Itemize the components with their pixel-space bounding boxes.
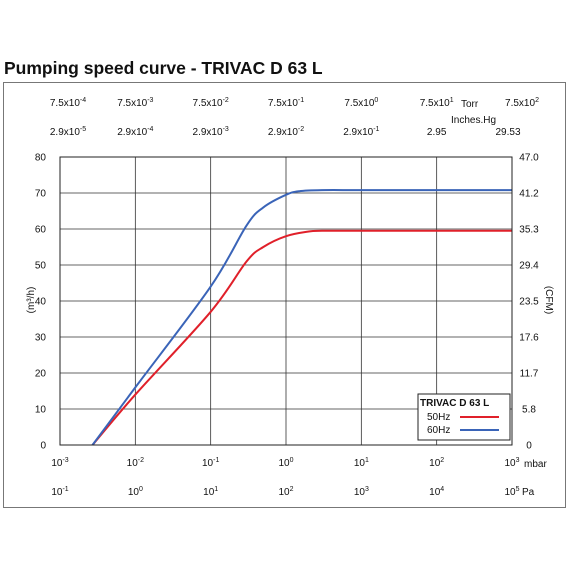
x-tick-torr: 7.5x100: [344, 97, 378, 109]
x-tick-inhg: 2.9x10-5: [50, 126, 86, 138]
x-tick-torr: 7.5x101: [420, 97, 454, 109]
x-tick-pa: 103: [354, 486, 369, 498]
x-tick-inhg: 2.9x10-1: [343, 126, 379, 138]
x-tick-inhg: 2.9x10-3: [193, 126, 229, 138]
y-tick-right: 5.8: [522, 405, 536, 416]
y-tick-right: 11.7: [520, 369, 539, 380]
plot-area: [59, 156, 513, 446]
page-title: Pumping speed curve - TRIVAC D 63 L: [4, 58, 323, 78]
chart-frame: [3, 82, 566, 508]
series-line-50hz: [91, 229, 512, 446]
y-tick-left: 50: [35, 261, 47, 272]
y-tick-left: 20: [35, 369, 47, 380]
legend: TRIVAC D 63 L 50Hz 60Hz: [417, 393, 511, 441]
y-tick-right: 35.3: [519, 225, 539, 236]
x-tick-pa: 100: [128, 486, 143, 498]
x-axis-unit-mbar: mbar: [524, 459, 547, 470]
y-tick-right: 47.0: [519, 153, 539, 164]
y-tick-left: 80: [35, 153, 47, 164]
y-tick-right: 17.6: [519, 333, 539, 344]
y-tick-left: 30: [35, 333, 47, 344]
x-tick-pa: 102: [278, 486, 293, 498]
x-tick-mbar: 10-3: [51, 457, 68, 469]
x-tick-torr: 7.5x10-2: [193, 97, 229, 109]
y-axis-label-left: (m³/h): [26, 287, 37, 314]
x-tick-pa: 104: [429, 486, 444, 498]
y-tick-right: 29.4: [519, 261, 539, 272]
x-tick-mbar: 10-1: [202, 457, 219, 469]
x-tick-pa: 101: [203, 486, 218, 498]
y-tick-left: 10: [35, 405, 47, 416]
y-tick-left: 0: [40, 441, 46, 452]
x-tick-inhg: 2.9x10-4: [117, 126, 153, 138]
x-tick-inhg: 29.53: [495, 127, 520, 138]
x-tick-torr: 7.5x102: [505, 97, 539, 109]
y-tick-right: 23.5: [519, 297, 539, 308]
y-tick-right: 0: [526, 441, 532, 452]
x-tick-mbar: 102: [429, 457, 444, 469]
y-tick-right: 41.2: [519, 189, 539, 200]
y-tick-left: 60: [35, 225, 47, 236]
legend-title: TRIVAC D 63 L: [420, 398, 489, 409]
grid-lines: [60, 157, 512, 445]
x-tick-mbar: 101: [354, 457, 369, 469]
x-tick-mbar: 10-2: [127, 457, 144, 469]
x-tick-torr: 7.5x10-3: [117, 97, 153, 109]
x-axis-unit-torr: Torr: [461, 99, 479, 110]
legend-label-60hz: 60Hz: [427, 425, 450, 436]
series-line-60hz: [91, 189, 512, 446]
x-axis-unit-inhg: Inches.Hg: [451, 115, 496, 126]
x-tick-inhg: 2.95: [427, 127, 447, 138]
x-tick-torr: 7.5x10-4: [50, 97, 86, 109]
x-axis-unit-pa: Pa: [522, 487, 535, 498]
x-tick-torr: 7.5x10-1: [268, 97, 304, 109]
y-tick-left: 40: [35, 297, 47, 308]
x-tick-mbar: 103: [504, 457, 519, 469]
y-axis-label-right: (CFM): [543, 286, 554, 314]
y-tick-left: 70: [35, 189, 47, 200]
legend-label-50hz: 50Hz: [427, 412, 450, 423]
x-tick-pa: 10-1: [51, 486, 68, 498]
x-tick-inhg: 2.9x10-2: [268, 126, 304, 138]
data-series: [91, 189, 512, 446]
x-tick-pa: 105: [504, 486, 519, 498]
x-tick-mbar: 100: [278, 457, 293, 469]
